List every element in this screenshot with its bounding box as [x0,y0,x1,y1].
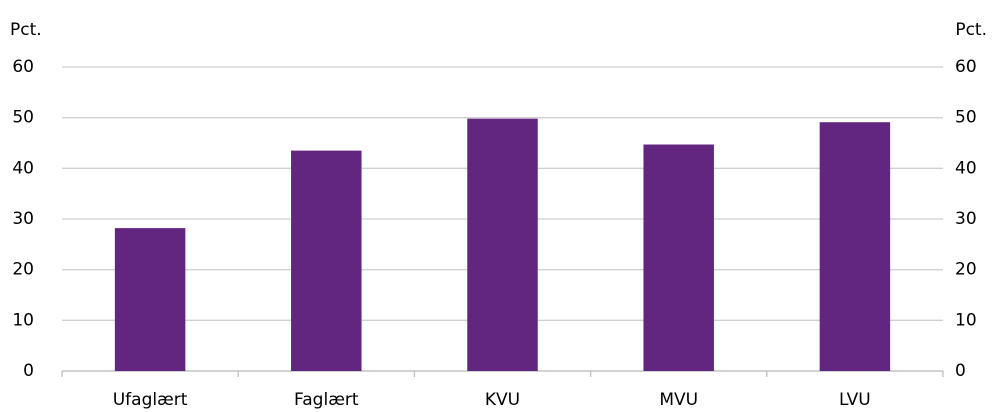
y-tick-label: 20 [12,260,34,280]
bar [467,118,538,372]
y-tick-label: 30 [12,209,34,229]
x-tick-label: MVU [659,390,698,410]
bar [114,228,186,371]
y-tick-label: 0 [23,361,34,381]
bar [819,122,891,371]
y2-tick-label: 10 [955,310,977,330]
x-tick-label: Faglært [294,390,359,410]
y2-tick-label: 20 [955,260,977,280]
y2-tick-label: 0 [955,361,966,381]
x-tick-label: LVU [839,390,871,410]
y2-tick-label: 50 [955,108,977,128]
y2-axis-label: Pct. [955,20,987,40]
bar [643,144,714,371]
x-tick-label: Ufaglært [113,390,188,410]
y-tick-label: 40 [12,158,34,178]
y2-tick-label: 60 [955,57,977,77]
y-tick-label: 10 [12,310,34,330]
bar [291,150,362,371]
y2-tick-label: 30 [955,209,977,229]
y-axis-label: Pct. [10,20,42,40]
y-tick-label: 60 [12,57,34,77]
x-tick-label: KVU [485,390,520,410]
y2-tick-label: 40 [955,158,977,178]
y-tick-label: 50 [12,108,34,128]
